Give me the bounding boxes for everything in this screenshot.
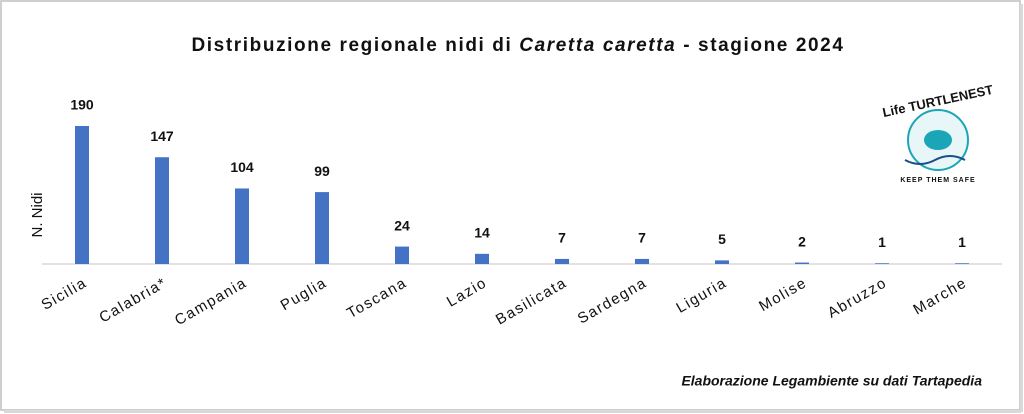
value-label: 147 bbox=[150, 128, 174, 144]
bar bbox=[955, 263, 969, 264]
bar bbox=[235, 188, 249, 264]
value-label: 99 bbox=[314, 163, 330, 179]
bar bbox=[875, 263, 889, 264]
y-axis-label: N. Nidi bbox=[29, 192, 46, 237]
bar bbox=[635, 258, 649, 264]
value-label: 1 bbox=[878, 234, 886, 250]
value-label: 7 bbox=[558, 230, 566, 246]
value-label: 24 bbox=[394, 217, 410, 233]
value-label: 2 bbox=[798, 233, 806, 249]
title-part: Caretta caretta bbox=[519, 35, 676, 56]
value-label: 190 bbox=[70, 97, 94, 113]
logo-wave bbox=[904, 155, 966, 165]
logo-turtle bbox=[924, 130, 952, 150]
value-label: 104 bbox=[230, 159, 254, 175]
source-note: Elaborazione Legambiente su dati Tartape… bbox=[681, 373, 982, 389]
bar bbox=[555, 258, 569, 264]
title-part: - stagione 2024 bbox=[676, 35, 844, 56]
bar bbox=[715, 260, 729, 264]
value-label: 1 bbox=[958, 234, 966, 250]
title-part: Distribuzione regionale nidi di bbox=[191, 35, 519, 56]
value-label: 7 bbox=[638, 230, 646, 246]
bar bbox=[155, 157, 169, 264]
bar bbox=[795, 262, 809, 264]
bar bbox=[475, 253, 489, 264]
bar bbox=[315, 192, 329, 264]
value-label: 5 bbox=[718, 231, 726, 247]
value-label: 14 bbox=[474, 225, 490, 241]
logo-tagline: KEEP THEM SAFE bbox=[900, 177, 975, 184]
bar bbox=[75, 126, 89, 264]
chart-title: Distribuzione regionale nidi di Caretta … bbox=[191, 35, 844, 56]
bar bbox=[395, 246, 409, 264]
